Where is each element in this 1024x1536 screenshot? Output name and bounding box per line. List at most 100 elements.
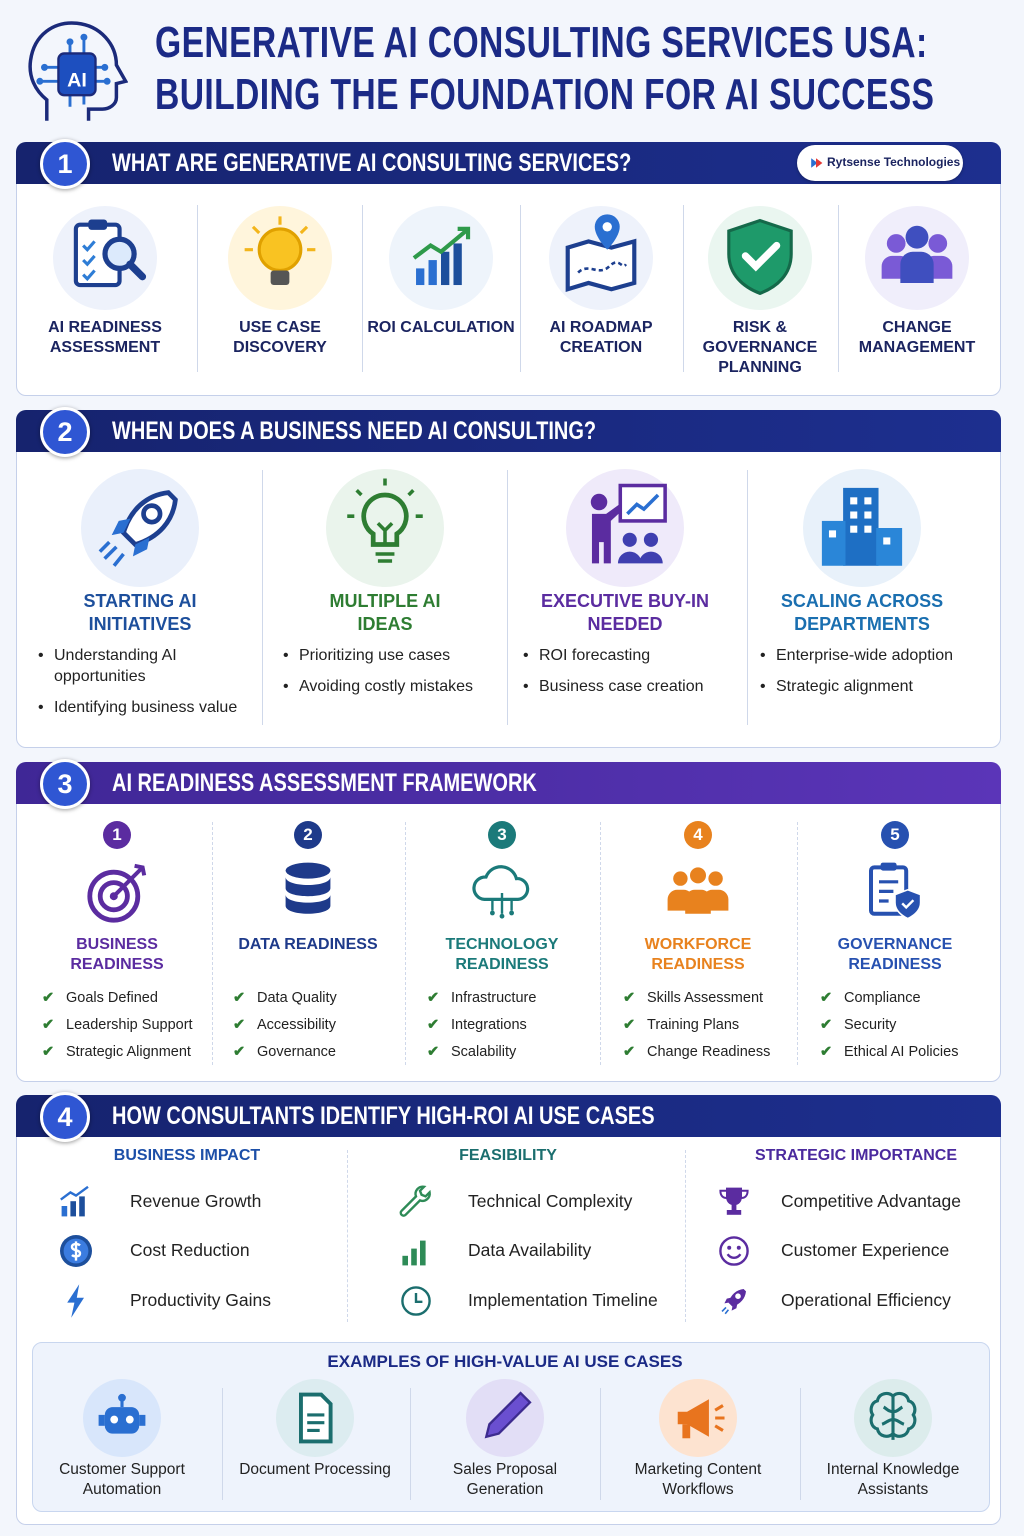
icon-part bbox=[900, 251, 934, 283]
divider bbox=[800, 1388, 801, 1500]
check-item: Data Quality bbox=[233, 988, 403, 1015]
criteria-heading: STRATEGIC IMPORTANCE bbox=[754, 1147, 958, 1164]
icon bbox=[708, 206, 812, 310]
icon-part bbox=[727, 218, 793, 296]
icon-part bbox=[98, 1414, 105, 1426]
criteria-item: Technical Complexity bbox=[468, 1191, 633, 1211]
page-title: BUILDING THE FOUNDATION FOR AI SUCCESS bbox=[155, 70, 935, 119]
service-label: ROI CALCULATION bbox=[367, 319, 515, 336]
icon-part bbox=[87, 869, 141, 923]
icon-part bbox=[101, 63, 109, 71]
icon-part bbox=[594, 214, 620, 250]
need-title: EXECUTIVE BUY-IN NEEDED bbox=[540, 591, 710, 634]
divider bbox=[507, 470, 508, 725]
icon-part bbox=[453, 243, 462, 286]
need-points: Enterprise-wide adoption Strategic alignm… bbox=[760, 645, 960, 707]
icon-part bbox=[864, 497, 872, 505]
example-label: Marketing Content Workflows bbox=[634, 1461, 762, 1498]
icon-part bbox=[66, 38, 74, 46]
example-label: Document Processing bbox=[239, 1461, 391, 1478]
step-number: 1 bbox=[103, 821, 131, 849]
service-label: RISK & GOVERNANCE PLANNING bbox=[702, 319, 818, 376]
example-label: Internal Knowledge Assistants bbox=[826, 1461, 960, 1498]
criteria-item: Implementation Timeline bbox=[468, 1290, 658, 1310]
icon-part bbox=[88, 219, 108, 230]
readiness-checks: InfrastructureIntegrationsScalability bbox=[427, 988, 597, 1069]
icon-part bbox=[401, 1286, 431, 1316]
icon-part bbox=[828, 497, 891, 545]
section-number: 1 bbox=[40, 139, 90, 189]
icon-part bbox=[98, 540, 125, 567]
icon-part bbox=[617, 551, 663, 564]
readiness-title: BUSINESS READINESS bbox=[70, 936, 164, 973]
icon-part bbox=[509, 910, 514, 916]
icon bbox=[401, 1286, 431, 1316]
need-points: ROI forecasting Business case creation bbox=[523, 645, 723, 707]
icon-part bbox=[735, 1293, 741, 1299]
readiness-title: GOVERNANCE READINESS bbox=[837, 936, 953, 973]
icon bbox=[803, 469, 921, 587]
icon-part bbox=[490, 910, 495, 916]
divider bbox=[520, 205, 521, 372]
icon-part bbox=[80, 33, 88, 41]
section-title: HOW CONSULTANTS IDENTIFY HIGH-ROI AI USE… bbox=[112, 1102, 655, 1130]
check-item: Compliance bbox=[820, 988, 990, 1015]
divider bbox=[347, 1150, 348, 1322]
icon-part bbox=[876, 528, 903, 566]
need-title: STARTING AI INITIATIVES bbox=[83, 591, 197, 634]
icon bbox=[326, 469, 444, 587]
icon-part bbox=[618, 483, 667, 523]
icon-part bbox=[57, 52, 97, 97]
icon bbox=[228, 206, 332, 310]
icon-part bbox=[590, 493, 608, 511]
criteria-item: Operational Efficiency bbox=[781, 1290, 951, 1310]
readiness-checks: Skills AssessmentTraining PlansChange Re… bbox=[623, 988, 793, 1069]
section-header bbox=[16, 762, 1001, 804]
divider bbox=[405, 822, 406, 1065]
check-item: Change Readiness bbox=[623, 1042, 793, 1069]
icon-part bbox=[411, 1248, 417, 1266]
check-item: Strategic Alignment bbox=[42, 1042, 212, 1069]
icon-part bbox=[673, 871, 688, 886]
criteria-item: Data Availability bbox=[468, 1240, 592, 1260]
icon-part bbox=[299, 1392, 333, 1444]
icon-part bbox=[719, 1236, 749, 1266]
divider bbox=[212, 822, 213, 1065]
divider bbox=[838, 205, 839, 372]
icon-part bbox=[484, 1391, 532, 1439]
criteria-item: Productivity Gains bbox=[130, 1290, 272, 1310]
step-number: 4 bbox=[684, 821, 712, 849]
icon-part bbox=[285, 862, 331, 879]
icon-part bbox=[708, 871, 723, 886]
section-panel bbox=[16, 142, 1001, 396]
icon bbox=[389, 206, 493, 310]
icon bbox=[549, 206, 653, 310]
icon-part bbox=[622, 532, 637, 547]
divider bbox=[197, 205, 198, 372]
criteria-item: Cost Reduction bbox=[130, 1240, 250, 1260]
criteria-item: Revenue Growth bbox=[130, 1191, 262, 1211]
section-title: WHAT ARE GENERATIVE AI CONSULTING SERVIC… bbox=[112, 149, 632, 177]
icon-part bbox=[724, 1297, 738, 1311]
icon-part bbox=[736, 1245, 741, 1250]
icon bbox=[719, 1236, 749, 1266]
section-header bbox=[16, 410, 1001, 452]
icon-part bbox=[110, 1415, 119, 1424]
icon-part bbox=[881, 255, 953, 279]
icon-part bbox=[420, 1240, 426, 1266]
icon-part bbox=[719, 1189, 749, 1199]
icon-part bbox=[307, 1413, 325, 1433]
icon-part bbox=[682, 1424, 691, 1439]
icon-part bbox=[70, 1201, 76, 1217]
service-label: USE CASE DISCOVERY bbox=[233, 319, 327, 356]
divider bbox=[600, 1388, 601, 1500]
need-title: SCALING ACROSS DEPARTMENTS bbox=[780, 591, 944, 634]
icon-part bbox=[60, 1185, 89, 1201]
icon-part bbox=[864, 511, 872, 519]
brand-badge bbox=[797, 145, 963, 181]
criteria-heading: BUSINESS IMPACT bbox=[113, 1147, 261, 1164]
icon-part bbox=[139, 1414, 146, 1426]
check-item: Scalability bbox=[427, 1042, 597, 1069]
need-point: Business case creation bbox=[523, 676, 723, 697]
